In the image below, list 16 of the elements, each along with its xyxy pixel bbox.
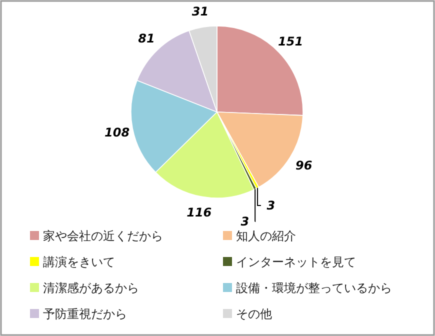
legend-label: インターネットを見て bbox=[236, 255, 356, 269]
data-label: 108 bbox=[104, 125, 130, 140]
data-label: 116 bbox=[186, 205, 212, 220]
data-label: 151 bbox=[278, 34, 304, 48]
data-label: 3 bbox=[266, 198, 276, 212]
legend-label: 清潔感があるから bbox=[43, 281, 139, 295]
data-label: 96 bbox=[295, 158, 312, 172]
data-label: 81 bbox=[138, 31, 155, 46]
legend-label: 知人の紹介 bbox=[236, 229, 296, 243]
legend-label: 家や会社の近くだから bbox=[43, 229, 163, 243]
legend-label: 予防重視だから bbox=[43, 307, 127, 321]
data-label: 3 bbox=[240, 214, 250, 228]
data-label: 31 bbox=[192, 4, 209, 18]
legend-label: 講演をきいて bbox=[43, 255, 115, 269]
legend-label: その他 bbox=[236, 307, 272, 321]
legend-label: 設備・環境が整っているから bbox=[236, 281, 392, 295]
